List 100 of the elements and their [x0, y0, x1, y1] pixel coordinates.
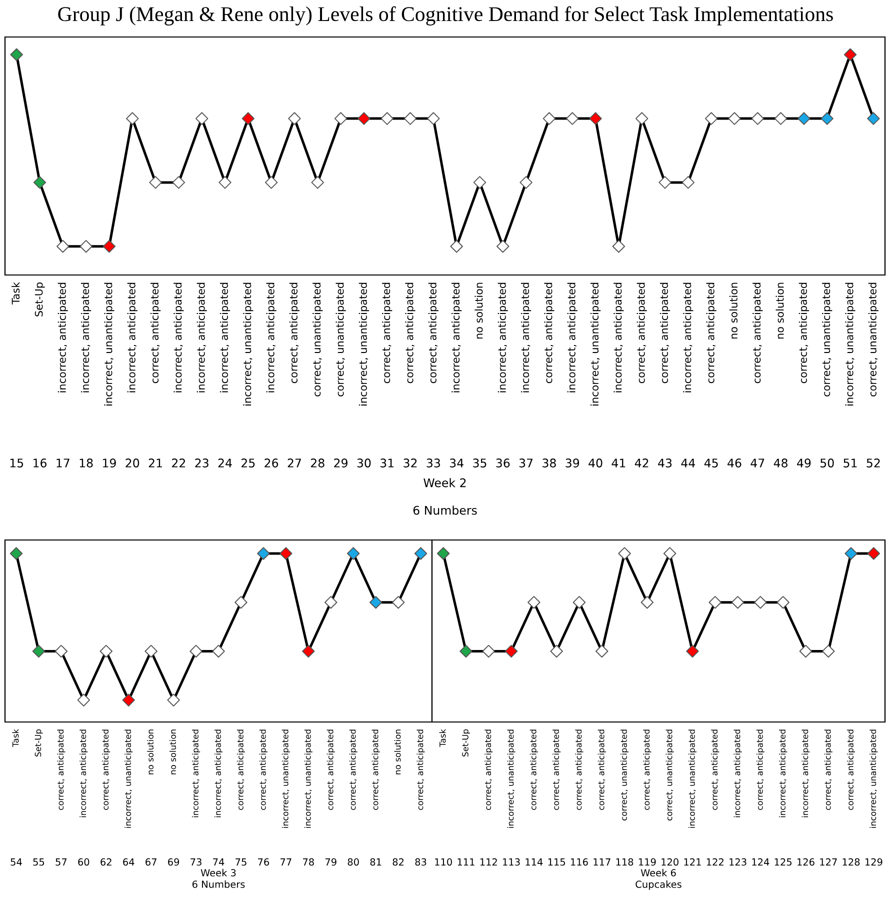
x-tick-label: 31: [380, 458, 394, 468]
x-tick-label: 119: [638, 858, 656, 866]
text: 6 Numbers: [413, 506, 477, 515]
x-tick-label: 69: [168, 858, 180, 866]
x-tick-label: 80: [348, 858, 359, 866]
text: incorrect, anticipated: [220, 282, 230, 392]
text: correct, anticipated: [752, 282, 763, 384]
text: correct, anticipated: [552, 730, 561, 810]
text: correct, anticipated: [598, 730, 606, 810]
text: incorrect, anticipated: [127, 282, 138, 392]
text: no solution: [170, 730, 176, 774]
text: incorrect, anticipated: [80, 730, 88, 818]
text: incorrect, anticipated: [802, 730, 810, 818]
x-tick-label: 73: [190, 858, 202, 866]
text: correct, anticipated: [756, 730, 764, 810]
text: correct, anticipated: [530, 730, 538, 810]
x-axis-title: Week 6: [640, 868, 676, 876]
text: Cupcakes: [636, 880, 682, 890]
x-tick-label: 62: [100, 858, 112, 866]
x-tick-label: 54: [10, 858, 22, 866]
x-tick-label: 121: [684, 858, 701, 866]
x-tick-label: 29: [334, 458, 348, 468]
x-tick-label: 129: [865, 858, 882, 866]
text: incorrect, unanticipated: [845, 282, 856, 406]
x-tick-label: 79: [325, 858, 336, 866]
x-tick-label: 41: [612, 458, 626, 468]
text: correct, anticipated: [259, 730, 268, 810]
text: incorrect, anticipated: [683, 282, 694, 392]
text: correct, anticipated: [798, 282, 809, 384]
x-tick-label: 40: [588, 458, 602, 468]
text: correct, anticipated: [846, 730, 856, 810]
text: incorrect, unanticipated: [358, 282, 369, 406]
x-tick-label: 117: [594, 858, 610, 866]
x-tick-label: 28: [310, 458, 324, 468]
text: Set-Up: [34, 729, 43, 756]
x-tick-label: 67: [146, 858, 156, 866]
x-tick-label: 78: [303, 858, 314, 866]
text: correct, anticipated: [382, 282, 392, 384]
chart-title: Group J (Megan & Rene only) Levels of Cognitive Demand for Select Task Implementations: [58, 6, 833, 26]
text: Set-Up: [34, 282, 45, 316]
text: correct, unanticipated: [666, 730, 674, 820]
x-axis-title: Week 2: [424, 478, 466, 488]
text: correct, unanticipated: [620, 730, 629, 820]
text: correct, anticipated: [643, 730, 652, 810]
text: incorrect, anticipated: [498, 282, 508, 392]
x-tick-label: 30: [357, 458, 371, 468]
x-tick-label: 112: [480, 858, 497, 866]
x-tick-label: 36: [496, 458, 510, 468]
x-tick-label: 25: [242, 458, 255, 468]
x-tick-label: 42: [634, 458, 648, 468]
x-tick-label: 50: [820, 458, 834, 468]
x-tick-label: 39: [566, 458, 580, 468]
x-tick-label: 74: [213, 858, 224, 866]
x-tick-label: 115: [548, 858, 566, 866]
text: incorrect, anticipated: [452, 282, 462, 392]
text: incorrect, anticipated: [779, 730, 788, 818]
text: correct, anticipated: [150, 282, 161, 384]
x-tick-label: 82: [392, 858, 404, 866]
x-tick-label: 46: [728, 458, 742, 468]
text: correct, anticipated: [824, 730, 832, 810]
text: correct, anticipated: [484, 730, 493, 810]
x-tick-label: 81: [370, 858, 382, 866]
text: incorrect, anticipated: [58, 282, 68, 392]
text: 6 Numbers: [192, 880, 245, 888]
text: incorrect, anticipated: [521, 282, 532, 392]
text: correct, anticipated: [57, 730, 66, 810]
x-tick-label: 23: [195, 458, 208, 468]
text: correct, anticipated: [711, 730, 720, 810]
x-tick-label: 19: [102, 458, 116, 468]
x-tick-label: 122: [706, 858, 724, 866]
x-tick-label: 49: [797, 458, 811, 468]
text: incorrect, unanticipated: [124, 730, 133, 828]
text: no solution: [474, 282, 483, 339]
x-tick-label: 44: [681, 458, 696, 468]
x-tick-label: 114: [526, 858, 543, 866]
text: incorrect, unanticipated: [870, 730, 878, 828]
text: incorrect, anticipated: [266, 282, 276, 392]
x-tick-label: 60: [78, 858, 90, 866]
text: incorrect, unanticipated: [304, 730, 312, 828]
text: correct, anticipated: [289, 282, 300, 384]
text: incorrect, anticipated: [214, 730, 223, 818]
x-tick-label: 123: [730, 858, 746, 866]
text: incorrect, unanticipated: [688, 730, 697, 828]
text: correct, anticipated: [405, 282, 416, 384]
text: correct, unanticipated: [312, 282, 323, 396]
x-tick-label: 127: [820, 858, 837, 866]
text: incorrect, unanticipated: [282, 730, 290, 828]
x-tick-label: 126: [798, 858, 814, 866]
text: incorrect, unanticipated: [590, 282, 601, 406]
text: correct, unanticipated: [336, 282, 346, 396]
x-tick-label: 27: [288, 458, 301, 468]
text: correct, unanticipated: [868, 282, 878, 396]
text: incorrect, unanticipated: [243, 282, 254, 406]
x-tick-label: 35: [473, 458, 486, 468]
x-tick-label: 57: [56, 858, 67, 866]
x-tick-label: 32: [404, 458, 417, 468]
x-tick-label: 20: [126, 458, 140, 468]
x-tick-label: 113: [503, 858, 520, 866]
x-tick-label: 52: [866, 458, 880, 468]
x-tick-label: 33: [426, 458, 440, 468]
